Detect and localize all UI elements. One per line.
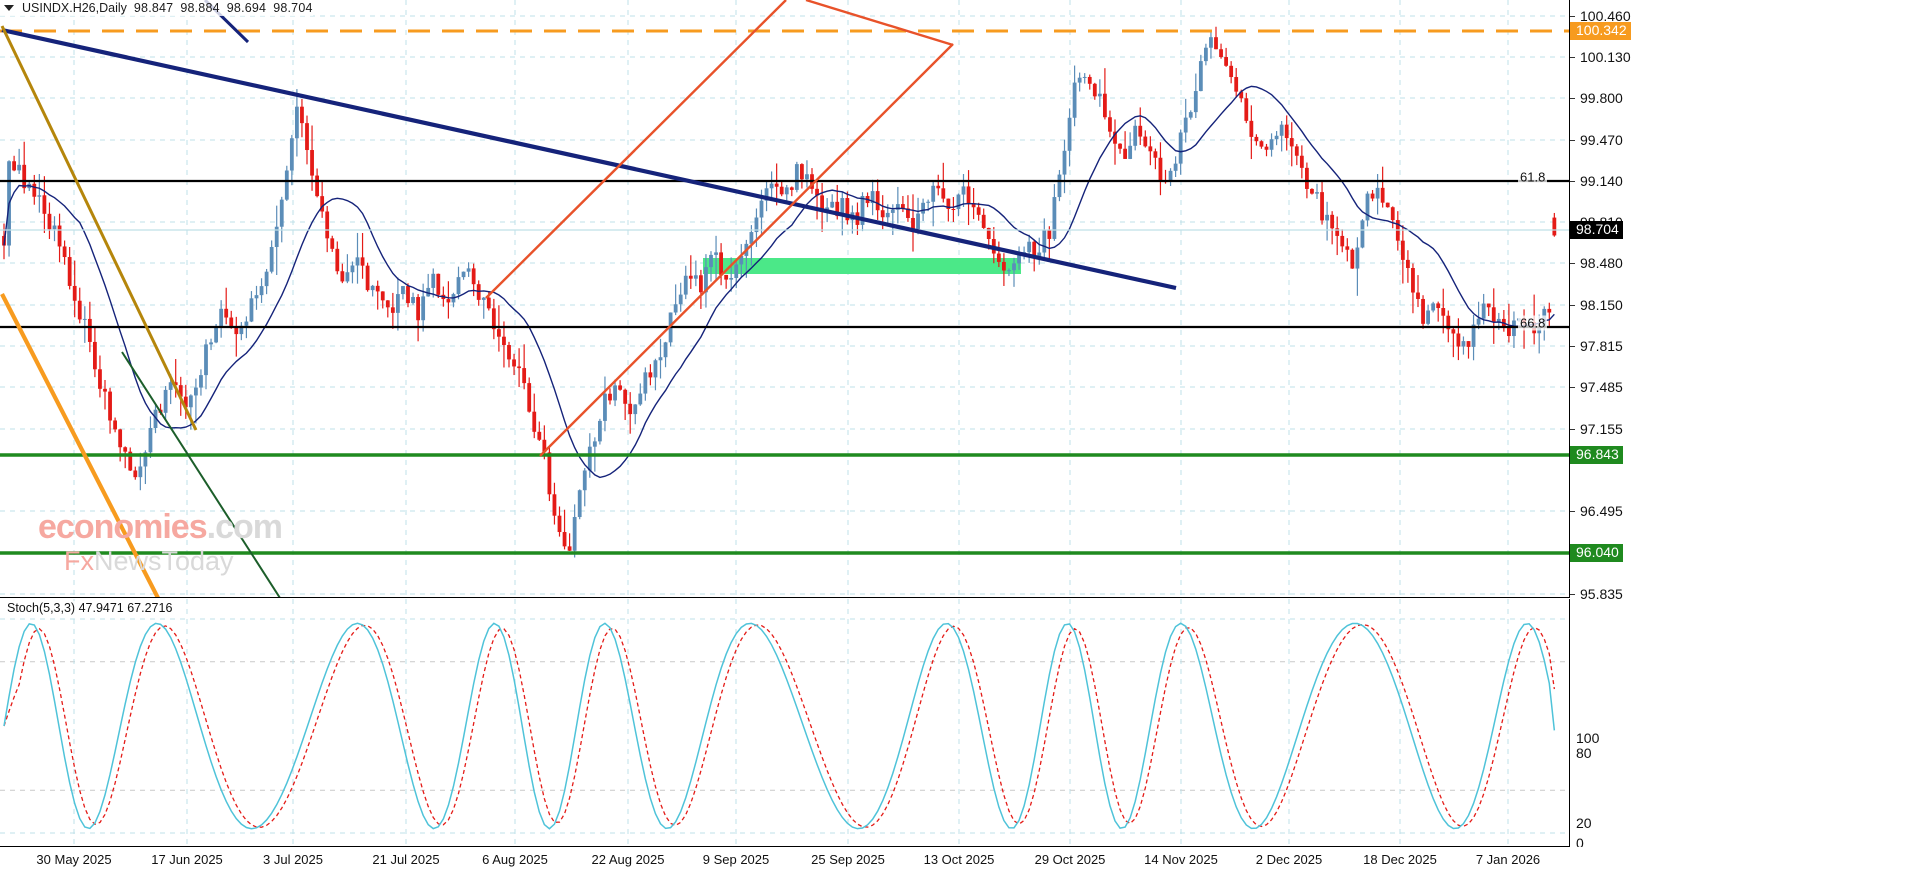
ohlc-high: 98.884 xyxy=(180,1,220,15)
date-axis-label: 17 Jun 2025 xyxy=(151,852,223,867)
price-axis-label: 96.495 xyxy=(1580,503,1623,519)
date-axis-label: 22 Aug 2025 xyxy=(591,852,665,867)
date-axis-label: 6 Aug 2025 xyxy=(482,852,548,867)
fib-label-618: 61.8 xyxy=(1518,169,1548,185)
price-axis-label: 98.150 xyxy=(1580,297,1623,313)
date-axis-label: 29 Oct 2025 xyxy=(1034,852,1106,867)
price-axis-label: 97.485 xyxy=(1580,379,1623,395)
ohlc-close: 98.704 xyxy=(273,1,313,15)
triangle-down-icon[interactable] xyxy=(4,5,14,11)
stoch-axis-label: 100 xyxy=(1576,730,1600,746)
stochastic-axis[interactable]: 100 80 20 0 xyxy=(1570,599,1916,851)
price-axis-tick xyxy=(1570,263,1575,264)
price-axis-tick xyxy=(1570,16,1575,17)
stochastic-pane[interactable] xyxy=(0,599,1570,847)
stoch-k-line xyxy=(3,622,1556,830)
symbol-label[interactable]: USINDX.H26,Daily xyxy=(22,1,127,15)
stoch-axis-label: 20 xyxy=(1576,815,1592,831)
stoch-axis-label: 80 xyxy=(1576,745,1592,761)
support-level-badge-2: 96.040 xyxy=(1570,544,1623,562)
red-channel-upper xyxy=(485,0,787,299)
horizontal-levels xyxy=(0,29,1569,555)
fib-label-668: 66.8 xyxy=(1518,315,1548,331)
demand-zone xyxy=(703,258,1021,274)
stoch-d-line xyxy=(3,623,1555,828)
price-axis-tick xyxy=(1570,594,1575,595)
orange-descending-line xyxy=(0,293,160,597)
price-axis-label: 97.815 xyxy=(1580,338,1623,354)
price-axis-label: 97.155 xyxy=(1580,421,1623,437)
date-axis[interactable]: 30 May 2025 17 Jun 2025 3 Jul 2025 21 Jul 2… xyxy=(0,847,1916,874)
date-axis-label: 14 Nov 2025 xyxy=(1144,852,1218,867)
price-axis-label: 99.140 xyxy=(1580,173,1623,189)
dark-green-descending-line xyxy=(121,351,281,597)
price-pane[interactable] xyxy=(0,0,1570,598)
date-axis-label: 2 Dec 2025 xyxy=(1255,852,1323,867)
date-axis-label: 18 Dec 2025 xyxy=(1363,852,1437,867)
price-axis-tick xyxy=(1570,181,1575,182)
price-axis-tick xyxy=(1570,511,1575,512)
price-axis-label: 100.130 xyxy=(1580,49,1631,65)
price-axis-tick xyxy=(1570,387,1575,388)
price-axis-label: 95.835 xyxy=(1580,586,1623,602)
dark-orange-descending-line xyxy=(0,25,198,431)
price-axis[interactable]: 100.460100.13099.80099.47099.14098.81098… xyxy=(1570,0,1916,602)
date-axis-label: 7 Jan 2026 xyxy=(1475,852,1541,867)
date-axis-label: 9 Sep 2025 xyxy=(702,852,770,867)
date-axis-label: 13 Oct 2025 xyxy=(923,852,995,867)
candlestick-series xyxy=(2,26,1557,558)
price-axis-label: 98.480 xyxy=(1580,255,1623,271)
chart-header: USINDX.H26,Daily 98.847 98.884 98.694 98… xyxy=(0,0,313,16)
date-axis-label: 3 Jul 2025 xyxy=(263,852,323,867)
red-channel-lower xyxy=(539,43,954,457)
stochastic-title: Stoch(5,3,3) 47.9471 67.2716 xyxy=(5,601,175,615)
date-axis-label: 21 Jul 2025 xyxy=(372,852,440,867)
price-axis-label: 99.800 xyxy=(1580,90,1623,106)
price-axis-label: 100.460 xyxy=(1580,8,1631,24)
ohlc-open: 98.847 xyxy=(133,1,174,15)
price-axis-tick xyxy=(1570,140,1575,141)
last-price-badge: 98.704 xyxy=(1570,221,1623,239)
price-axis-label: 99.470 xyxy=(1580,132,1623,148)
price-axis-tick xyxy=(1570,346,1575,347)
support-level-badge-1: 96.843 xyxy=(1570,446,1623,464)
resistance-level-badge: 100.342 xyxy=(1570,22,1631,40)
price-axis-tick xyxy=(1570,429,1575,430)
ohlc-low: 98.694 xyxy=(226,1,267,15)
date-axis-label: 30 May 2025 xyxy=(36,852,112,867)
price-chart-canvas xyxy=(0,0,1569,598)
navy-descending-trendline xyxy=(1,27,1177,291)
price-axis-tick xyxy=(1570,57,1575,58)
stochastic-canvas xyxy=(0,599,1569,846)
stoch-grid xyxy=(0,599,1569,846)
date-axis-label: 25 Sep 2025 xyxy=(811,852,885,867)
price-axis-tick xyxy=(1570,305,1575,306)
trendlines[interactable] xyxy=(0,0,1177,598)
moving-average-line xyxy=(3,85,1555,479)
stoch-axis-label: 0 xyxy=(1576,835,1584,851)
price-axis-tick xyxy=(1570,98,1575,99)
price-grid xyxy=(0,0,1569,597)
red-channel-branch xyxy=(805,0,954,47)
